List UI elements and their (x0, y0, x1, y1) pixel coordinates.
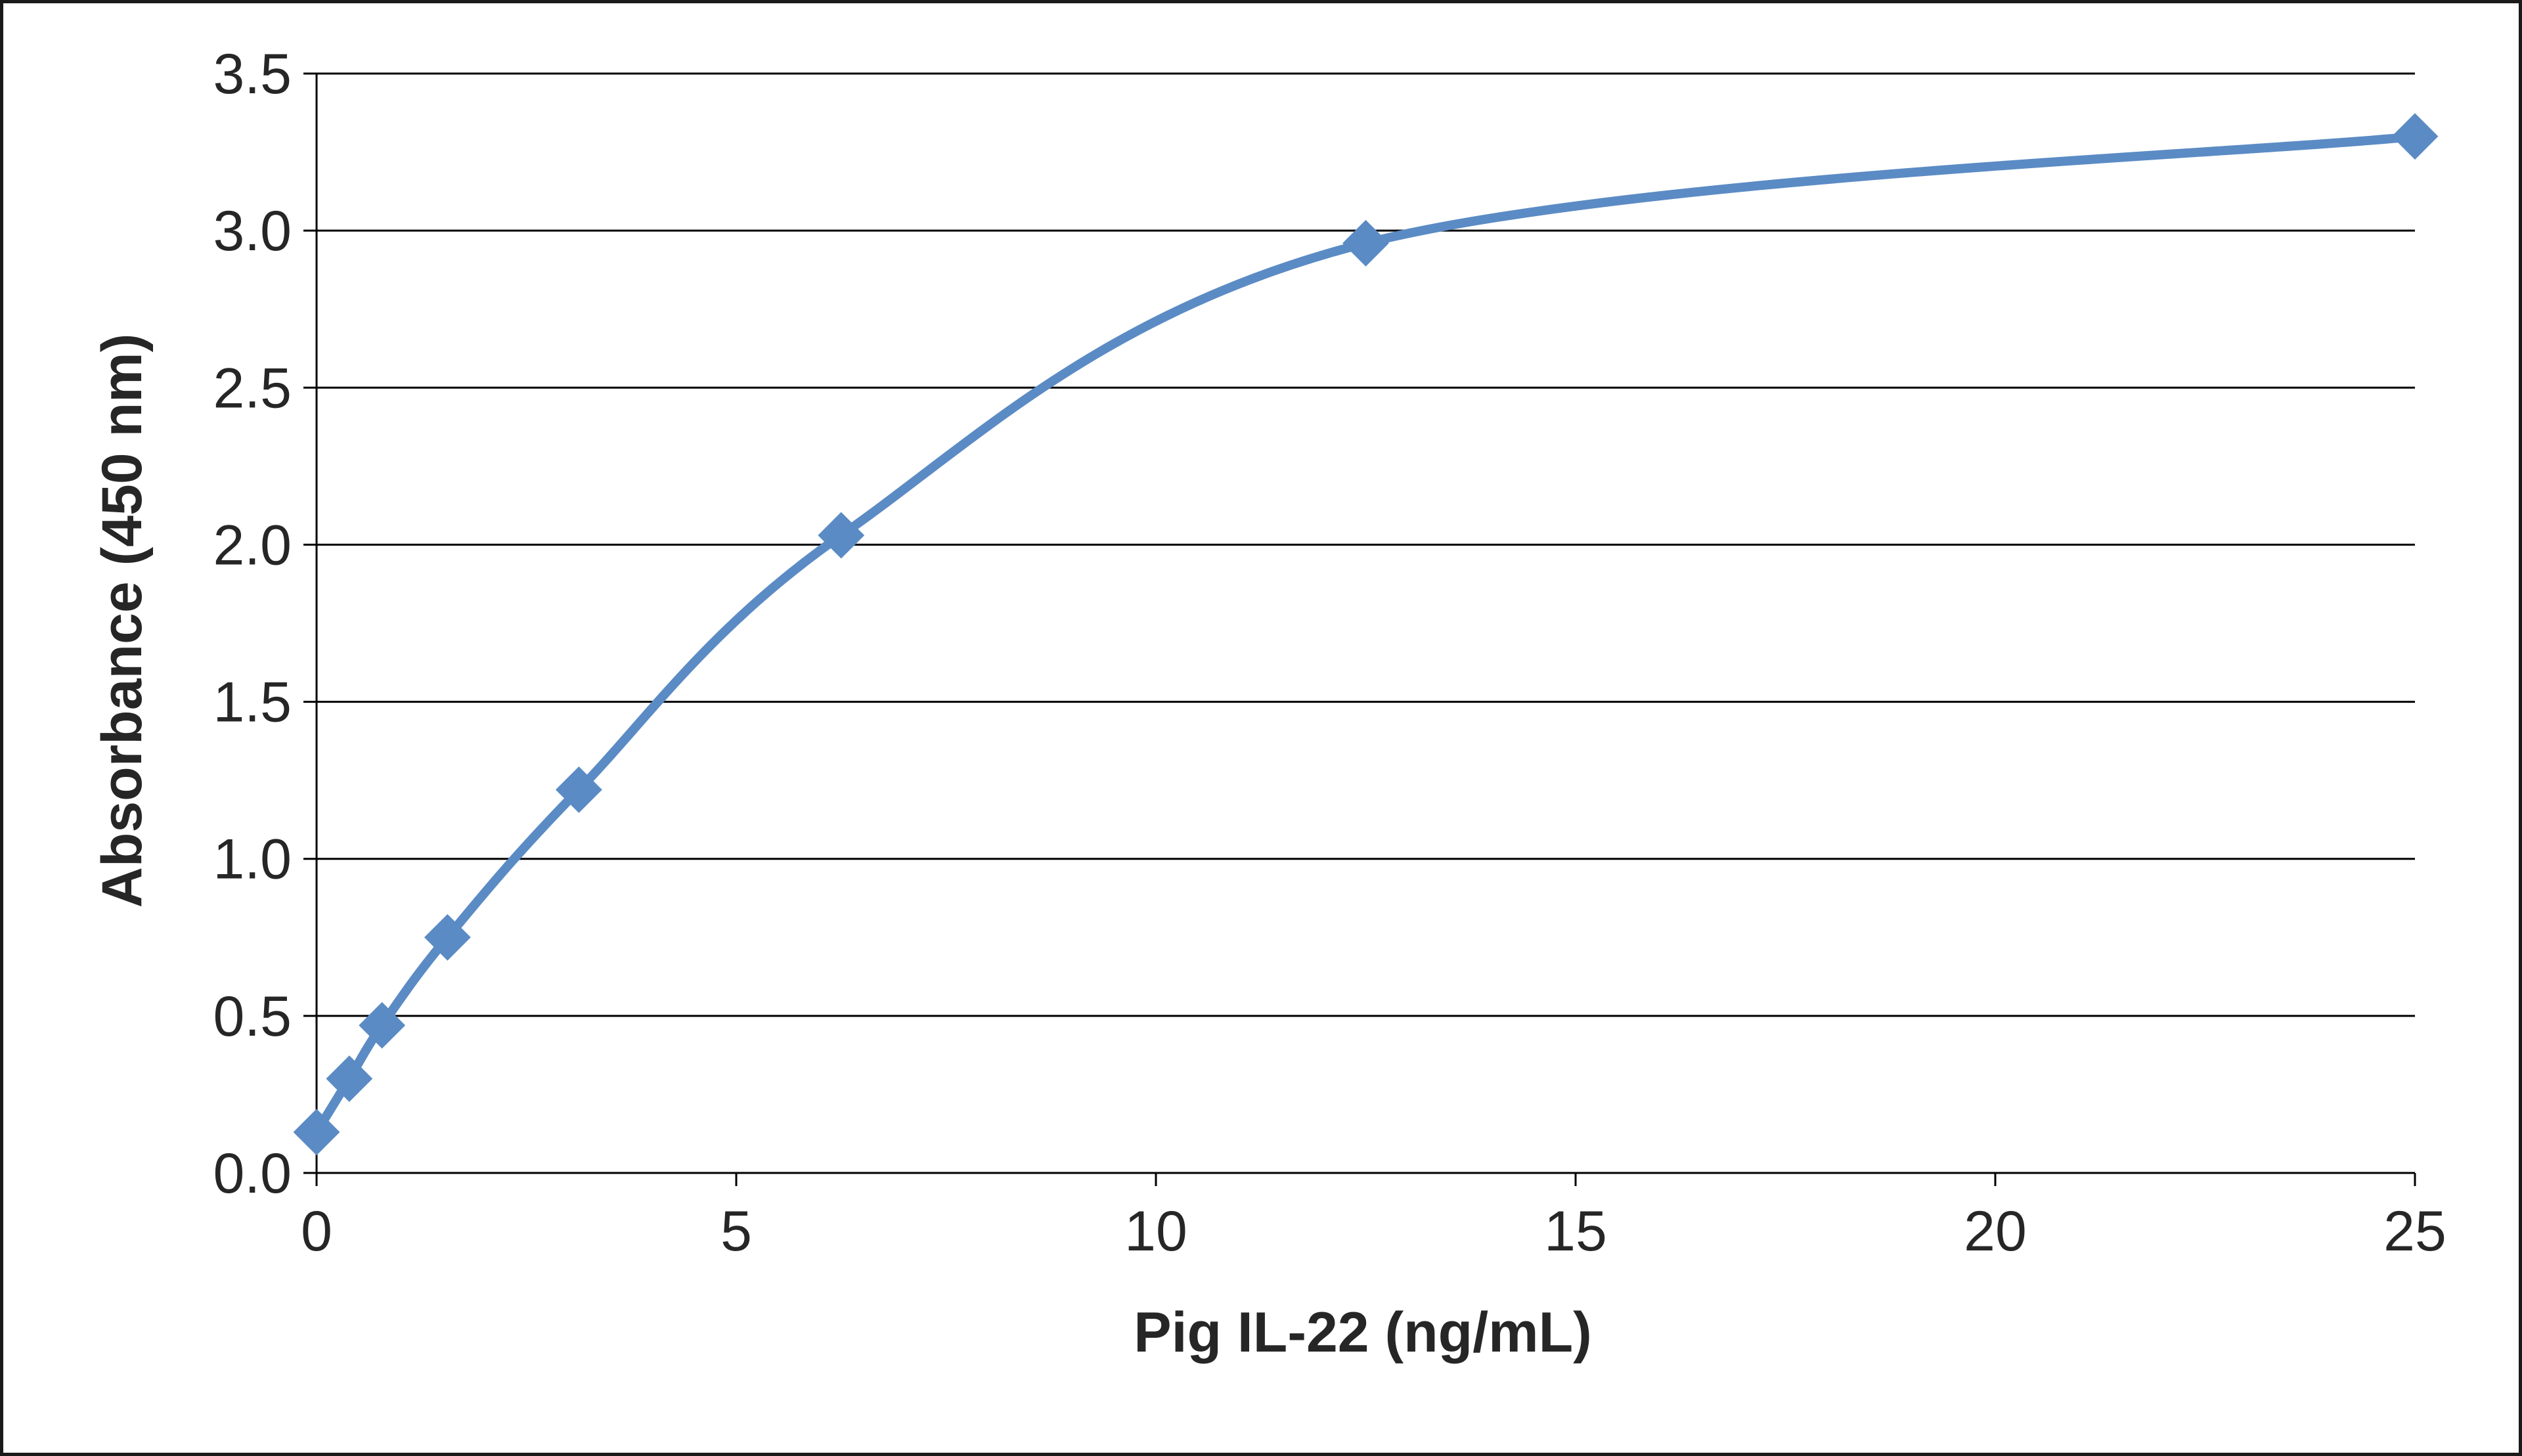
series-line (312, 131, 2420, 1137)
x-tick-label: 5 (720, 1200, 752, 1263)
data-point-marker (555, 766, 602, 813)
x-tick-label: 25 (2383, 1200, 2446, 1263)
x-tick-label: 15 (1544, 1200, 1607, 1263)
y-tick-label: 3.5 (213, 43, 292, 106)
data-point-marker (818, 512, 865, 559)
data-point-marker (293, 1109, 340, 1156)
data-point-marker (1342, 219, 1389, 267)
x-axis-title: Pig IL-22 (ng/mL) (1134, 1301, 1592, 1364)
y-tick-label: 2.5 (213, 357, 292, 420)
y-tick-labels: 0.0 0.5 1.0 1.5 2.0 2.5 3.0 3.5 (213, 43, 292, 1205)
y-tick-label: 0.0 (213, 1142, 292, 1205)
data-point-marker (326, 1055, 373, 1102)
x-tick-label: 0 (301, 1200, 332, 1263)
data-point-marker (2391, 113, 2439, 160)
y-axis-title: Absorbance (450 nm) (91, 334, 154, 908)
x-tick-label: 10 (1124, 1200, 1187, 1263)
data-point-marker (424, 914, 471, 961)
y-tick-label: 3.0 (213, 200, 292, 263)
x-tick-label: 20 (1964, 1200, 2027, 1263)
gridlines (317, 72, 2415, 1017)
y-tick-label: 1.0 (213, 828, 292, 891)
x-tick-labels: 0 5 10 15 20 25 (301, 1200, 2446, 1263)
axes (303, 72, 2416, 1186)
y-tick-label: 2.0 (213, 514, 292, 577)
series-layer (293, 113, 2439, 1156)
y-tick-label: 0.5 (213, 985, 292, 1048)
data-point-marker (359, 1002, 406, 1049)
y-tick-label: 1.5 (213, 671, 292, 734)
